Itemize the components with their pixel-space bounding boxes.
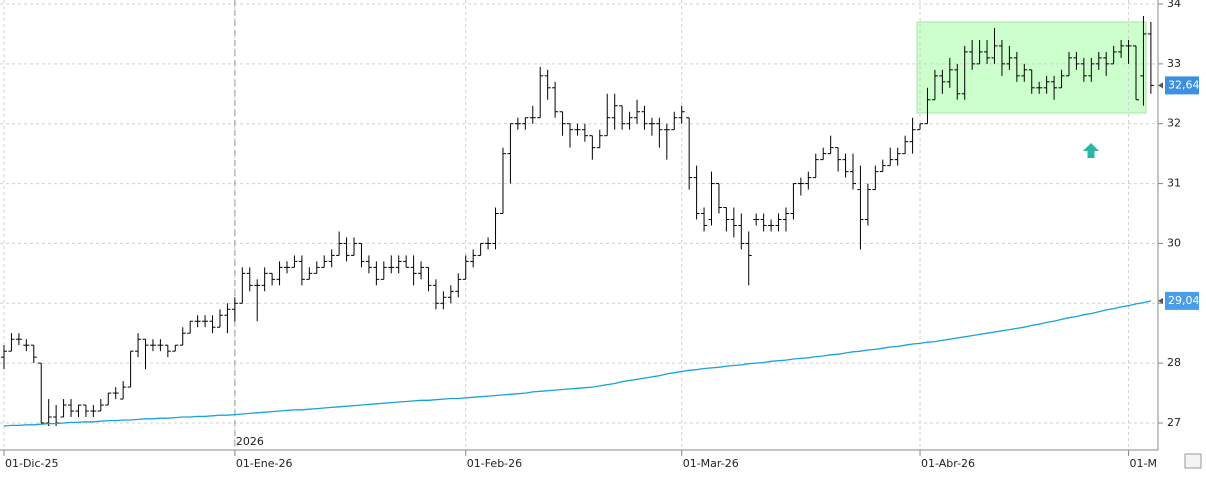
price-tag [1165,291,1199,310]
x-tick-label: 01-Mar-26 [683,457,739,470]
x-tick-label: 01-M [1130,457,1157,470]
up-arrow [1083,143,1099,158]
x-tick-label: 01-Feb-26 [467,457,522,470]
price-tag-label: 32,64 [1168,78,1200,91]
year-label: 2026 [236,435,264,448]
price-pointer [1158,297,1163,304]
scale-button[interactable] [1184,453,1202,469]
y-tick-label: 32 [1167,117,1181,130]
y-tick-label: 28 [1167,356,1181,369]
price-tag-label: 29,04 [1168,294,1200,307]
y-tick-label: 33 [1167,57,1181,70]
price-tag [1165,76,1199,95]
y-tick-label: 34 [1167,0,1181,10]
y-tick-label: 30 [1167,236,1181,249]
x-tick-label: 01-Dic-25 [5,457,59,470]
price-pointer [1158,82,1163,89]
y-tick-label: 27 [1167,416,1181,429]
moving-average [3,300,1152,427]
highlight-zone [916,21,1147,114]
x-tick-label: 01-Ene-26 [236,457,293,470]
y-tick-label: 31 [1167,177,1181,190]
x-tick-label: 01-Abr-26 [921,457,975,470]
